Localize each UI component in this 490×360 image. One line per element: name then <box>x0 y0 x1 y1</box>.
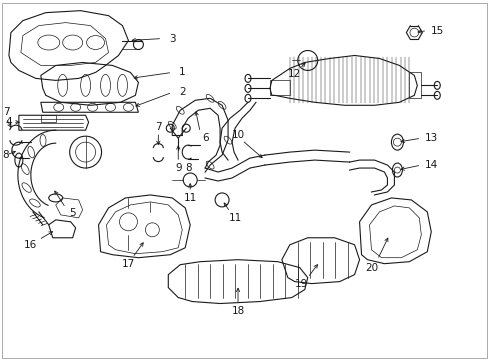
Text: 5: 5 <box>70 208 76 218</box>
Text: 6: 6 <box>202 133 208 143</box>
Text: 16: 16 <box>24 240 37 250</box>
Text: 18: 18 <box>231 306 245 316</box>
Text: 7: 7 <box>155 122 162 132</box>
Text: 1: 1 <box>179 67 186 77</box>
Text: 11: 11 <box>184 193 197 203</box>
Text: 17: 17 <box>122 259 135 269</box>
Text: 8: 8 <box>185 163 192 173</box>
Text: 19: 19 <box>295 279 308 289</box>
Text: 3: 3 <box>169 33 175 44</box>
Text: 8: 8 <box>2 150 9 160</box>
Text: 13: 13 <box>425 133 438 143</box>
Text: 12: 12 <box>288 69 301 80</box>
Text: 4: 4 <box>5 117 12 127</box>
Text: 14: 14 <box>425 160 438 170</box>
Text: 7: 7 <box>2 107 9 117</box>
Text: 15: 15 <box>431 26 444 36</box>
Text: 10: 10 <box>231 130 245 140</box>
Text: 2: 2 <box>179 87 186 97</box>
Text: 9: 9 <box>175 163 182 173</box>
Text: 11: 11 <box>228 213 242 223</box>
Text: 20: 20 <box>365 263 378 273</box>
